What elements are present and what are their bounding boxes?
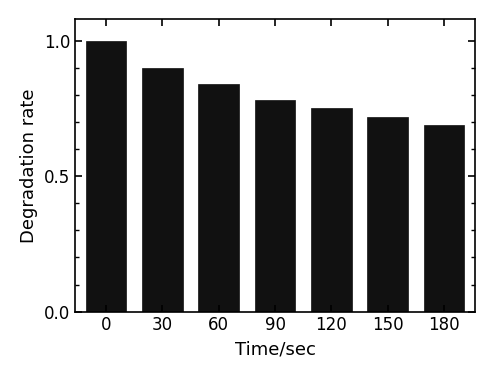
Bar bbox=[254, 100, 296, 312]
Bar bbox=[311, 108, 352, 312]
Y-axis label: Degradation rate: Degradation rate bbox=[20, 88, 38, 242]
X-axis label: Time/sec: Time/sec bbox=[234, 340, 316, 358]
Bar bbox=[198, 84, 239, 312]
Bar bbox=[142, 68, 182, 312]
Bar bbox=[424, 125, 465, 312]
Bar bbox=[86, 41, 126, 312]
Bar bbox=[368, 117, 408, 312]
